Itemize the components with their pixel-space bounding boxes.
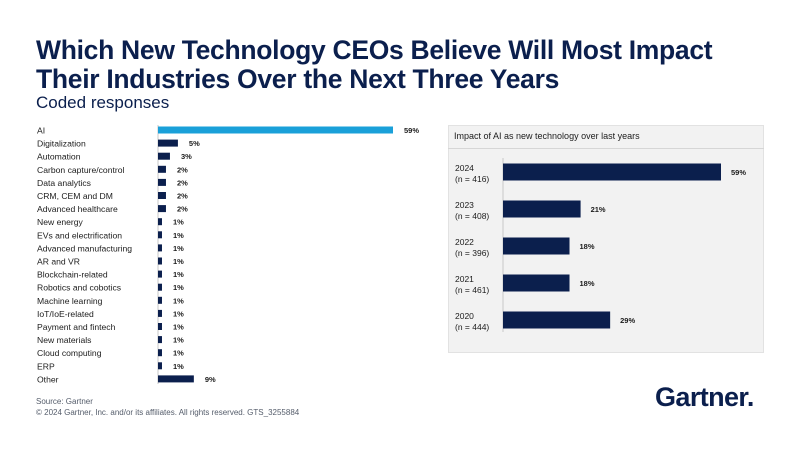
data-label: 1% (173, 323, 184, 332)
bar-advanced-manufacturing (158, 244, 162, 252)
category-label: Other (37, 374, 59, 384)
bar-data-analytics (158, 178, 166, 186)
data-label: 1% (173, 362, 184, 371)
category-label: Machine learning (37, 296, 103, 306)
category-label: AI (37, 126, 45, 136)
inset-chart-title: Impact of AI as new technology over last… (454, 131, 640, 141)
year-label: 2024 (455, 163, 474, 173)
bar-advanced-healthcare (158, 205, 166, 213)
data-label: 59% (404, 126, 419, 135)
category-label: Robotics and cobotics (37, 283, 121, 293)
bar-2024 (503, 163, 721, 181)
category-label: Automation (37, 152, 81, 162)
sample-size-label: (n = 408) (455, 211, 489, 221)
category-label: Digitalization (37, 139, 86, 149)
chart-subtitle: Coded responses (36, 93, 170, 112)
category-label: Blockchain-related (37, 270, 108, 280)
category-label: New materials (37, 335, 91, 345)
data-label: 1% (173, 218, 184, 227)
chart-title: Which New Technology CEOs Believe Will M… (36, 35, 713, 94)
category-label: Advanced healthcare (37, 204, 118, 214)
source-text: Source: Gartner (36, 397, 93, 406)
gartner-logo: Gartner. (655, 382, 754, 412)
bar-ar-and-vr (158, 257, 162, 265)
category-label: ERP (37, 361, 55, 371)
category-label: CRM, CEM and DM (37, 191, 113, 201)
category-label: EVs and electrification (37, 230, 122, 240)
data-label: 1% (173, 257, 184, 266)
category-label: IoT/IoE-related (37, 309, 94, 319)
data-label: 18% (580, 242, 595, 251)
bar-erp (158, 362, 162, 370)
category-label: Cloud computing (37, 348, 102, 358)
data-label: 2% (177, 192, 188, 201)
data-label: 1% (173, 283, 184, 292)
data-label: 2% (177, 178, 188, 187)
data-label: 29% (620, 316, 635, 325)
bar-payment-and-fintech (158, 323, 162, 330)
category-label: AR and VR (37, 257, 80, 267)
bar-evs-and-electrification (158, 231, 162, 239)
inset-divider (448, 148, 764, 149)
bar-other (158, 375, 194, 383)
bar-2021 (503, 274, 570, 292)
source-note: Source: Gartner © 2024 Gartner, Inc. and… (36, 396, 299, 418)
data-label: 1% (173, 309, 184, 318)
data-label: 1% (173, 296, 184, 305)
category-label: Advanced manufacturing (37, 243, 132, 253)
bar-2022 (503, 237, 570, 255)
bar-robotics-and-cobotics (158, 283, 162, 291)
bar-carbon-capture-control (158, 165, 166, 173)
bar-ai (158, 126, 393, 134)
bar-2020 (503, 311, 611, 329)
data-label: 1% (173, 336, 184, 345)
bar-iot-ioe-related (158, 309, 162, 317)
bar-machine-learning (158, 296, 162, 304)
bar-crm-cem-and-dm (158, 192, 166, 199)
year-label: 2021 (455, 274, 474, 284)
year-label: 2023 (455, 200, 474, 210)
sample-size-label: (n = 396) (455, 248, 489, 258)
data-label: 1% (173, 349, 184, 358)
data-label: 18% (580, 279, 595, 288)
data-label: 3% (181, 152, 192, 161)
bar-cloud-computing (158, 349, 162, 357)
sample-size-label: (n = 461) (455, 285, 489, 295)
category-label: Payment and fintech (37, 322, 116, 332)
data-label: 2% (177, 205, 188, 214)
bar-digitalization (158, 139, 178, 147)
bar-automation (158, 152, 170, 160)
bar-2023 (503, 200, 581, 218)
year-label: 2022 (455, 237, 474, 247)
category-label: Carbon capture/control (37, 165, 125, 175)
data-label: 5% (189, 139, 200, 148)
bar-new-materials (158, 336, 162, 344)
copyright-text: © 2024 Gartner, Inc. and/or its affiliat… (36, 408, 300, 417)
data-label: 21% (591, 205, 606, 214)
category-label: Data analytics (37, 178, 91, 188)
data-label: 9% (205, 375, 216, 384)
sample-size-label: (n = 444) (455, 322, 489, 332)
bar-new-energy (158, 218, 162, 226)
data-label: 59% (731, 168, 746, 177)
category-label: New energy (37, 217, 84, 227)
data-label: 1% (173, 270, 184, 279)
data-label: 1% (173, 244, 184, 253)
data-label: 1% (173, 231, 184, 240)
year-label: 2020 (455, 311, 474, 321)
bar-blockchain-related (158, 270, 162, 278)
data-label: 2% (177, 165, 188, 174)
sample-size-label: (n = 416) (455, 174, 489, 184)
